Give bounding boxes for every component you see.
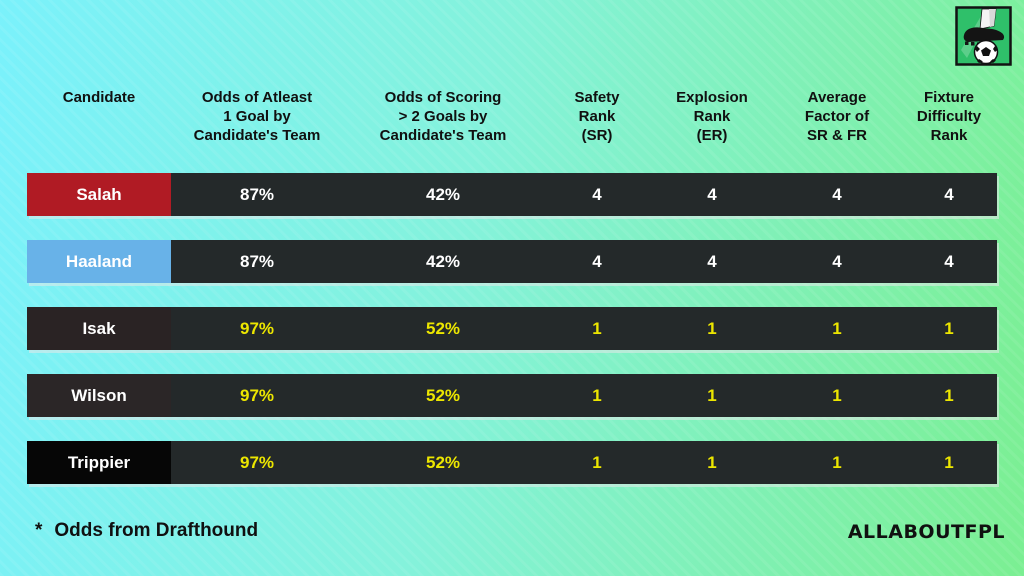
odds-1-goal-cell: 87% (171, 173, 343, 216)
table-row: Wilson 97% 52% 1 1 1 1 (27, 374, 997, 417)
odds-2-goals-cell: 42% (343, 240, 543, 283)
odds-source-note: * Odds from Drafthound (35, 520, 258, 542)
table-row: Haaland 87% 42% 4 4 4 4 (27, 240, 997, 283)
odds-2-goals-cell: 52% (343, 307, 543, 350)
fixture-difficulty-cell: 1 (901, 374, 997, 417)
average-factor-cell: 1 (773, 307, 901, 350)
odds-1-goal-cell: 97% (171, 307, 343, 350)
asterisk: * (35, 520, 43, 541)
candidate-name-cell: Haaland (27, 240, 171, 283)
allaboutfpl-logo (955, 6, 1012, 66)
brand-wordmark: ALLABOUTFPL (847, 521, 1005, 543)
candidate-name-cell: Wilson (27, 374, 171, 417)
average-factor-cell: 1 (773, 374, 901, 417)
odds-2-goals-cell: 42% (343, 173, 543, 216)
safety-rank-cell: 1 (543, 374, 651, 417)
table-row: Isak 97% 52% 1 1 1 1 (27, 307, 997, 350)
fixture-difficulty-cell: 4 (901, 240, 997, 283)
average-factor-cell: 4 (773, 173, 901, 216)
average-factor-cell: 4 (773, 240, 901, 283)
fixture-difficulty-cell: 4 (901, 173, 997, 216)
column-header-candidate: Candidate (62, 89, 136, 106)
fixture-difficulty-cell: 1 (901, 307, 997, 350)
table-body: Salah 87% 42% 4 4 4 4 Haaland 87% 42% 4 … (27, 173, 997, 508)
odds-2-goals-cell: 52% (343, 374, 543, 417)
odds-source-text: Odds from Drafthound (54, 520, 259, 541)
boot-and-ball-icon (955, 6, 1012, 66)
column-header-odds-1-goal: Odds of Atleast 1 Goal by Candidate's Te… (193, 89, 321, 144)
odds-1-goal-cell: 87% (171, 240, 343, 283)
average-factor-cell: 1 (773, 441, 901, 484)
candidate-name-cell: Trippier (27, 441, 171, 484)
safety-rank-cell: 4 (543, 240, 651, 283)
fixture-difficulty-cell: 1 (901, 441, 997, 484)
table-row: Salah 87% 42% 4 4 4 4 (27, 173, 997, 216)
column-header-safety-rank: Safety Rank (SR) (574, 89, 620, 144)
candidate-name-cell: Isak (27, 307, 171, 350)
safety-rank-cell: 1 (543, 441, 651, 484)
column-header-explosion-rank: Explosion Rank (ER) (676, 89, 748, 144)
explosion-rank-cell: 1 (651, 441, 773, 484)
column-header-odds-2-goals: Odds of Scoring > 2 Goals by Candidate's… (379, 89, 507, 144)
odds-1-goal-cell: 97% (171, 441, 343, 484)
table-row: Trippier 97% 52% 1 1 1 1 (27, 441, 997, 484)
safety-rank-cell: 4 (543, 173, 651, 216)
column-header-average-factor: Average Factor of SR & FR (804, 89, 870, 144)
explosion-rank-cell: 4 (651, 240, 773, 283)
safety-rank-cell: 1 (543, 307, 651, 350)
odds-1-goal-cell: 97% (171, 374, 343, 417)
odds-2-goals-cell: 52% (343, 441, 543, 484)
column-header-fixture-difficulty: Fixture Difficulty Rank (916, 89, 982, 144)
table-header-row: Candidate Odds of Atleast 1 Goal by Cand… (27, 88, 997, 145)
explosion-rank-cell: 1 (651, 307, 773, 350)
explosion-rank-cell: 4 (651, 173, 773, 216)
explosion-rank-cell: 1 (651, 374, 773, 417)
candidate-name-cell: Salah (27, 173, 171, 216)
